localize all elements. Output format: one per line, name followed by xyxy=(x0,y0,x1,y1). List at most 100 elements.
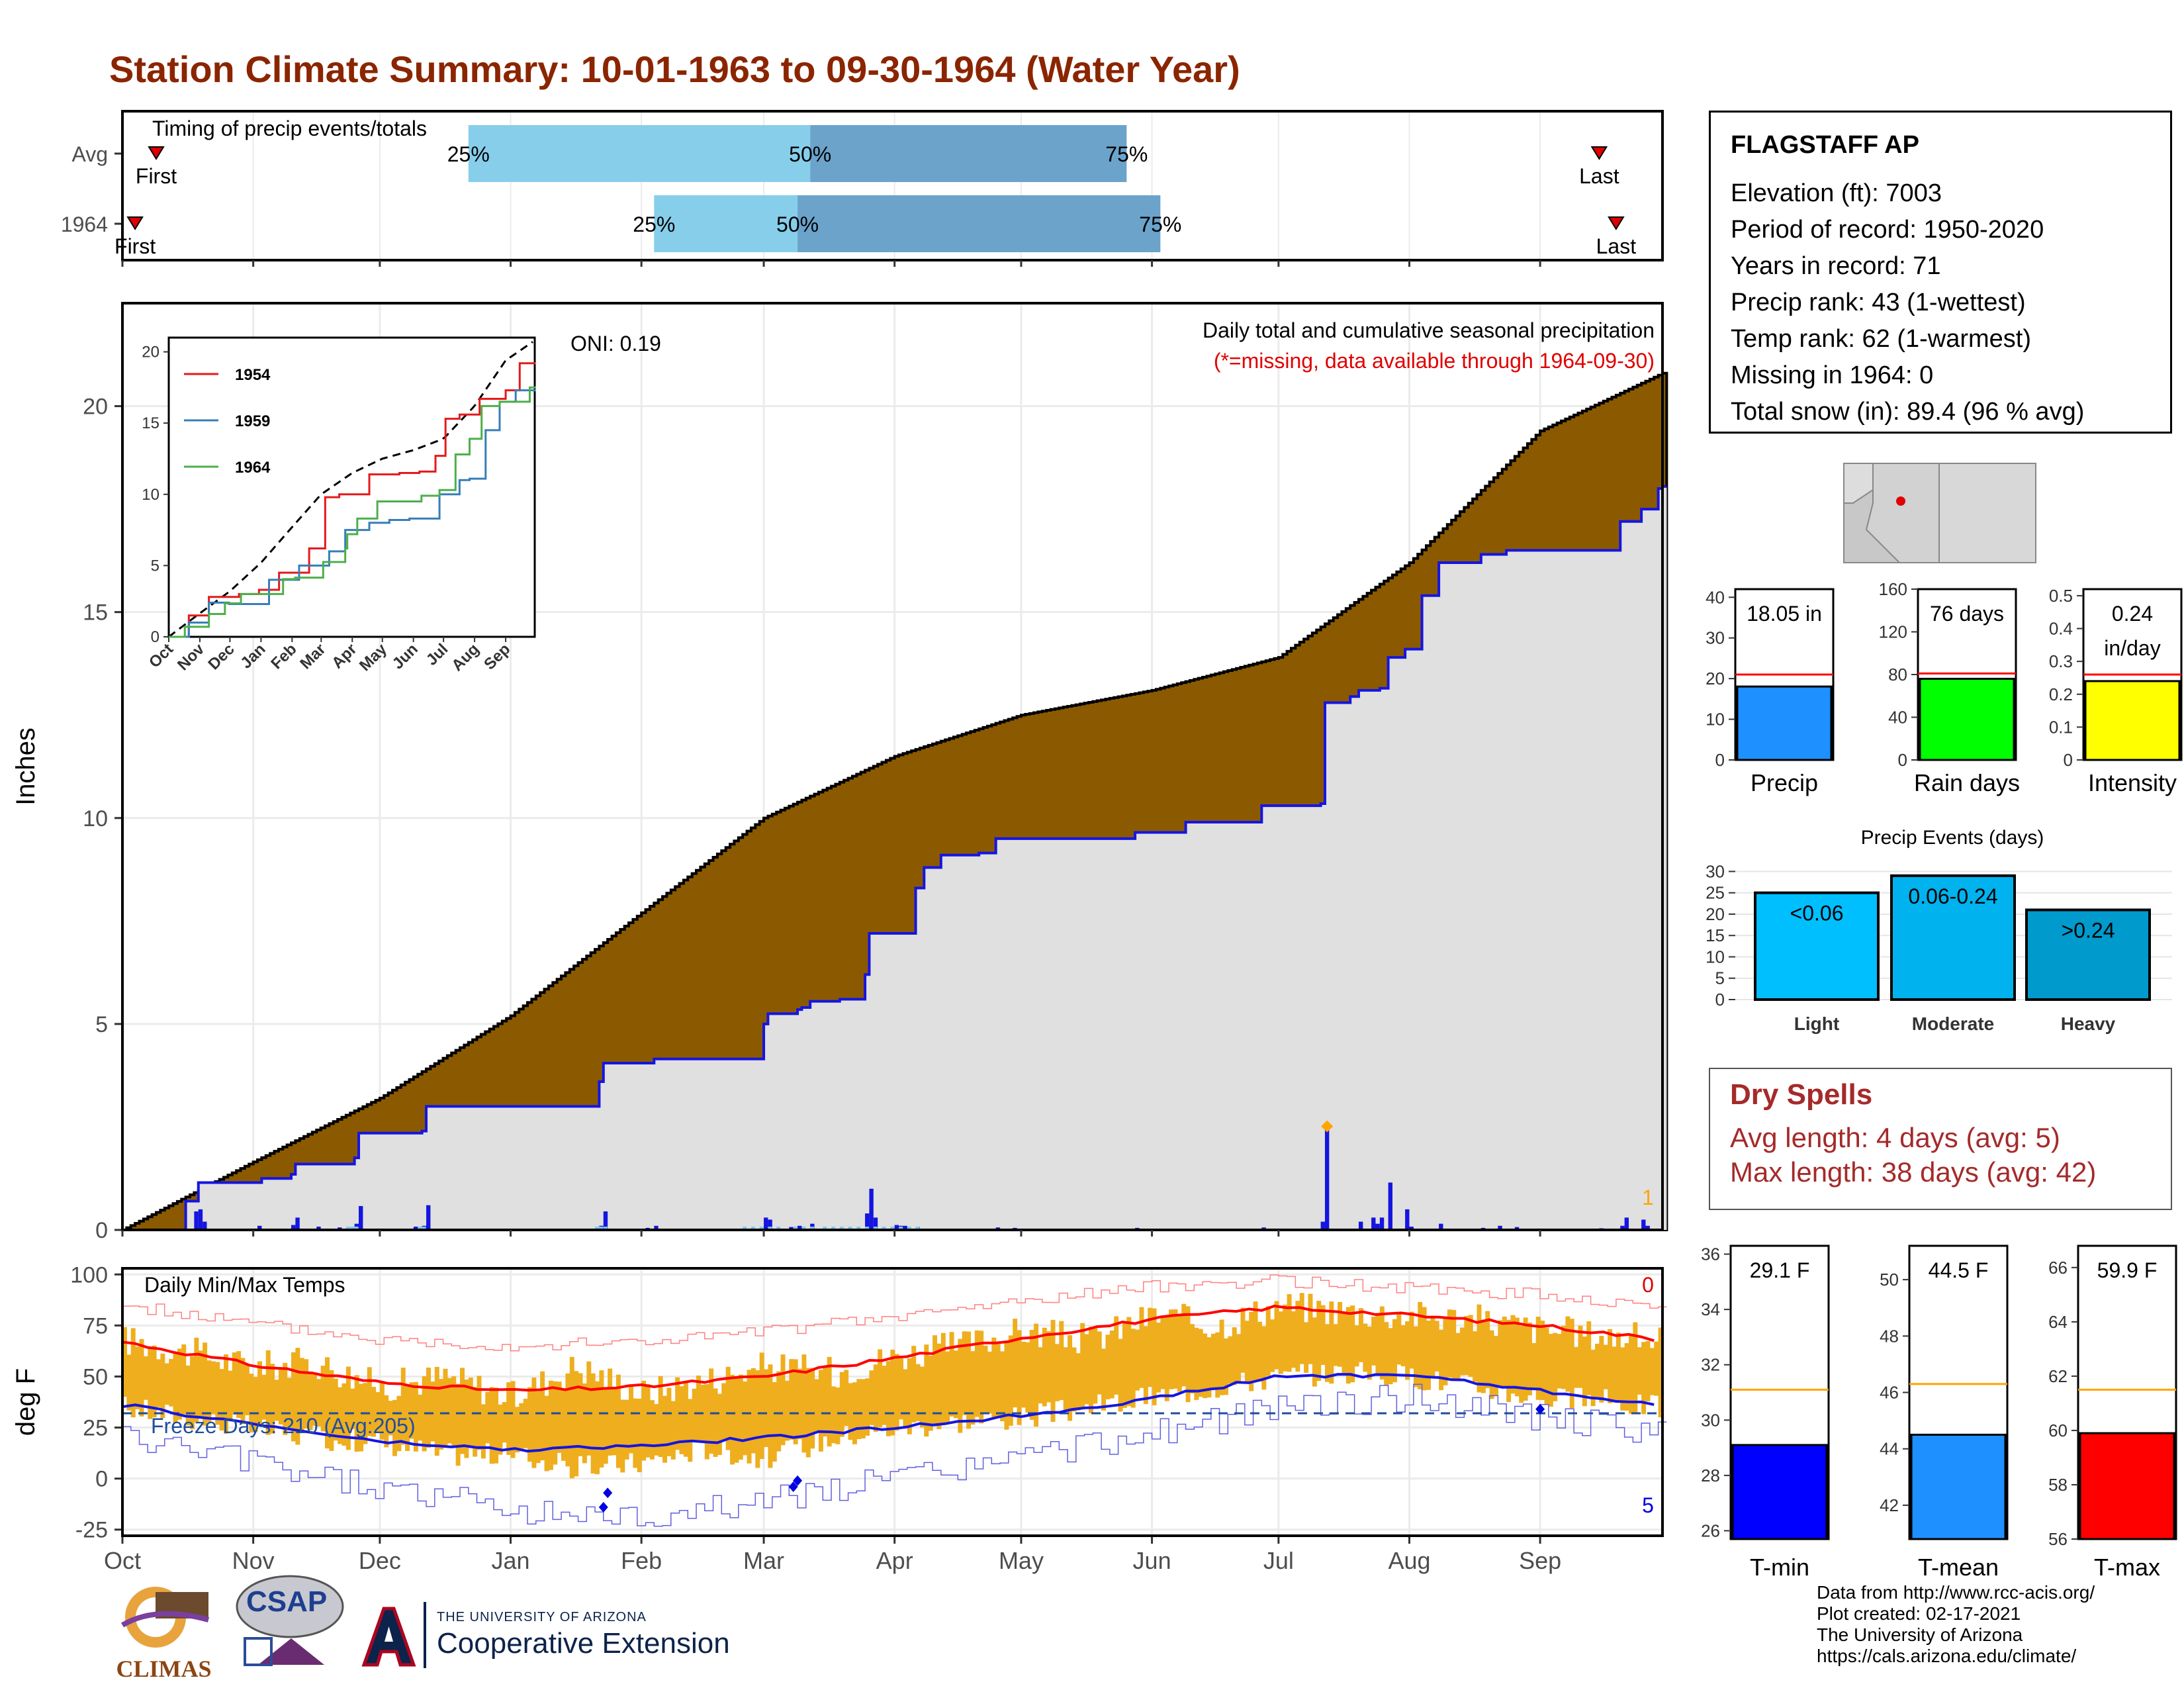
precip-daily-bar xyxy=(797,1225,802,1230)
temp-daily-range-bar xyxy=(240,1358,246,1425)
temp-daily-range-bar xyxy=(295,1348,300,1445)
temp-daily-range-bar xyxy=(1223,1338,1228,1395)
stat-y-tick-label: 36 xyxy=(1701,1244,1720,1264)
temp-daily-range-bar xyxy=(565,1373,570,1467)
temp-daily-range-bar xyxy=(1485,1311,1490,1389)
ua-big-text: Cooperative Extension xyxy=(437,1627,730,1660)
temp-daily-range-bar xyxy=(844,1370,849,1427)
temp-daily-range-bar xyxy=(1375,1313,1381,1376)
station-missing: Missing in 1964: 0 xyxy=(1731,361,1934,389)
temp-daily-range-bar xyxy=(1535,1317,1541,1400)
temp-daily-range-bar xyxy=(312,1374,317,1426)
precip-daily-bar xyxy=(1624,1217,1629,1230)
temp-daily-range-bar xyxy=(392,1399,397,1456)
temp-daily-range-bar xyxy=(962,1331,967,1415)
temp-daily-range-bar xyxy=(206,1360,212,1423)
precip-snow-mark xyxy=(873,1227,878,1230)
temp-daily-range-bar xyxy=(1590,1349,1596,1407)
stat-category-label: Intensity xyxy=(2088,769,2177,796)
temp-daily-range-bar xyxy=(688,1399,693,1462)
temp-daily-range-bar xyxy=(405,1386,410,1451)
inset-y-tick-label: 20 xyxy=(142,344,159,361)
stat-bar xyxy=(1731,1444,1828,1540)
temp-daily-range-bar xyxy=(1093,1327,1098,1404)
temp-daily-range-bar xyxy=(299,1358,304,1432)
precip-daily-bar xyxy=(198,1209,203,1230)
temp-daily-range-bar xyxy=(662,1395,668,1463)
temp-daily-range-bar xyxy=(603,1388,608,1464)
temp-x-tick-label: Jan xyxy=(492,1547,530,1574)
stat-y-tick-label: 64 xyxy=(2048,1312,2068,1332)
stat-y-tick-label: 0.5 xyxy=(2049,586,2073,606)
precip-daily-bar xyxy=(359,1205,363,1230)
temp-daily-range-bar xyxy=(1088,1327,1093,1413)
precip-daily-bar xyxy=(654,1225,659,1230)
temp-daily-range-bar xyxy=(713,1388,718,1457)
temp-y-tick-label: 100 xyxy=(70,1262,108,1288)
temp-daily-range-bar xyxy=(924,1344,929,1437)
events-value-label: 0.06-0.24 xyxy=(1908,884,1997,908)
temp-daily-range-bar xyxy=(135,1346,140,1409)
temp-daily-range-bar xyxy=(789,1359,794,1440)
precip-snow-mark xyxy=(751,1227,755,1230)
temp-daily-range-bar xyxy=(1498,1320,1503,1387)
precip-daily-bar xyxy=(1409,1227,1414,1230)
temp-daily-range-bar xyxy=(818,1370,823,1452)
temp-daily-range-bar xyxy=(1097,1331,1102,1395)
temp-daily-range-bar xyxy=(860,1379,866,1438)
temp-daily-range-bar xyxy=(198,1350,203,1417)
temp-daily-range-bar xyxy=(1379,1306,1385,1380)
timing-row-label: 1964 xyxy=(61,212,108,236)
temp-daily-range-bar xyxy=(1451,1309,1457,1380)
temp-daily-range-bar xyxy=(1148,1307,1153,1387)
temp-daily-range-bar xyxy=(1308,1293,1313,1364)
precip-panel-border xyxy=(121,302,1664,1231)
temp-record-low-line xyxy=(122,1383,1667,1527)
temp-x-tick-label: Jul xyxy=(1263,1547,1294,1574)
temp-daily-range-bar xyxy=(797,1368,803,1439)
temp-daily-range-bar xyxy=(413,1382,418,1452)
temp-daily-range-bar xyxy=(194,1337,199,1423)
temp-y-tick-label: -25 xyxy=(75,1518,108,1543)
temp-daily-range-bar xyxy=(1181,1303,1187,1387)
temp-daily-range-bar xyxy=(1126,1317,1132,1407)
temp-daily-range-bar xyxy=(1599,1336,1604,1403)
temp-daily-range-bar xyxy=(1565,1316,1570,1392)
temp-daily-range-bar xyxy=(1177,1315,1182,1392)
stat-bar xyxy=(1919,677,2015,761)
temp-daily-range-bar xyxy=(1152,1308,1157,1405)
precip-daily-bar xyxy=(1324,1127,1330,1230)
timing-pct-label: 75% xyxy=(1139,212,1181,236)
dry-spells-title: Dry Spells xyxy=(1730,1078,1873,1111)
temp-tmax-avg-line xyxy=(122,1304,1655,1392)
inset-y-tick-label: 10 xyxy=(142,486,159,504)
temp-daily-range-bar xyxy=(1130,1329,1136,1408)
temp-daily-range-bar xyxy=(1430,1315,1435,1378)
stat-bar xyxy=(1910,1433,2007,1540)
temp-daily-range-bar xyxy=(1185,1306,1191,1403)
stat-bar xyxy=(2079,1432,2175,1540)
temp-daily-range-bar xyxy=(890,1349,895,1436)
stat-category-label: Precip xyxy=(1751,769,1818,796)
temp-daily-range-bar xyxy=(801,1354,807,1453)
temp-daily-range-bar xyxy=(970,1351,976,1425)
stat-y-tick-label: 0 xyxy=(2064,750,2073,770)
temp-daily-range-bar xyxy=(270,1364,275,1434)
temp-daily-range-bar xyxy=(1350,1305,1355,1383)
temp-x-tick-label: Dec xyxy=(359,1547,401,1574)
events-value-label: >0.24 xyxy=(2062,919,2115,943)
temp-daily-range-bar xyxy=(1160,1316,1165,1389)
station-precip-rank: Precip rank: 43 (1-wettest) xyxy=(1731,289,2026,316)
precip-snow-mark xyxy=(759,1227,764,1230)
precip-snow-mark xyxy=(418,1227,422,1230)
precip-missing-note: (*=missing, data available through 1964-… xyxy=(1214,349,1655,373)
temp-daily-range-bar xyxy=(557,1382,562,1453)
temp-daily-range-bar xyxy=(139,1338,144,1417)
temp-daily-range-bar xyxy=(1173,1309,1178,1389)
temp-daily-range-bar xyxy=(126,1354,132,1411)
temp-y-tick-label: 25 xyxy=(83,1416,108,1441)
temp-daily-range-bar xyxy=(426,1367,431,1448)
temp-daily-range-bar xyxy=(367,1367,372,1436)
timing-last-label: Last xyxy=(1596,234,1637,258)
temp-daily-range-bar xyxy=(485,1391,490,1444)
